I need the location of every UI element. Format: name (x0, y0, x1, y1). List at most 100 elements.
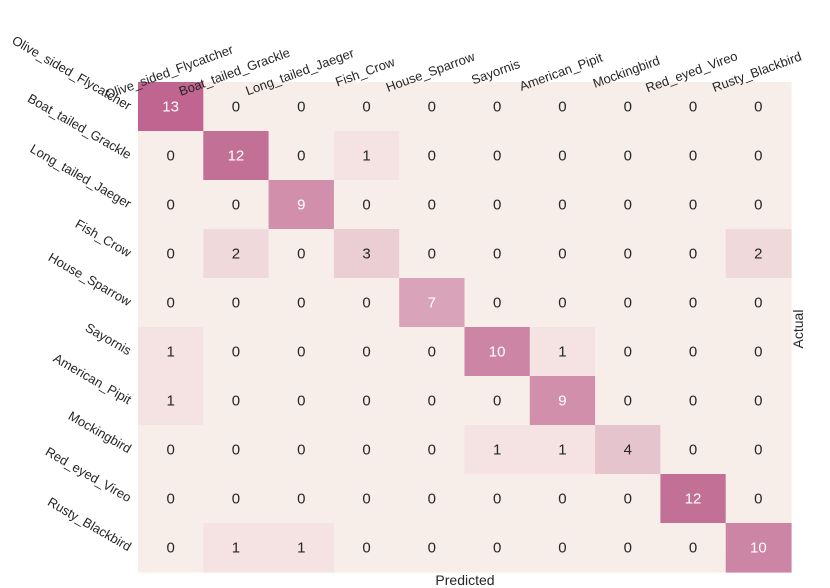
heatmap-cell-r4-c5 (464, 278, 531, 328)
heatmap-cell-r7-c9 (725, 425, 792, 475)
heatmap-cell-r3-c5 (464, 229, 531, 279)
cell-value-label: 0 (493, 393, 501, 410)
heatmap-cell-r3-c7 (595, 229, 661, 279)
cell-value-label: 0 (166, 442, 174, 459)
cell-value-label: 0 (232, 442, 240, 459)
cell-value-label: 0 (362, 295, 370, 312)
heatmap-cell-r1-c6 (529, 131, 596, 181)
cell-value-label: 0 (166, 540, 174, 557)
heatmap-cells (138, 82, 792, 573)
heatmap-cell-r7-c1 (203, 425, 270, 475)
cell-value-label: 0 (297, 246, 305, 263)
heatmap-cell-r0-c2 (268, 82, 335, 132)
heatmap-cell-r7-c0 (138, 425, 204, 475)
y-tick-label: American_Pipit (51, 350, 135, 407)
cell-value-label: 0 (689, 295, 697, 312)
y-tick-label: House_Sparrow (46, 249, 135, 309)
cell-value-label: 0 (624, 246, 632, 263)
heatmap-cell-r3-c8 (660, 229, 727, 279)
heatmap-cell-r8-c1 (203, 474, 270, 524)
heatmap-cell-r0-c7 (595, 82, 661, 132)
heatmap-cell-r1-c1 (203, 131, 270, 181)
cell-value-label: 0 (689, 540, 697, 557)
heatmap-cell-r5-c8 (660, 327, 727, 377)
cell-value-label: 0 (232, 295, 240, 312)
cell-value-label: 1 (166, 344, 174, 361)
cell-value-label: 9 (558, 393, 566, 410)
cell-value-label: 1 (558, 442, 566, 459)
cell-value-label: 0 (754, 99, 762, 116)
heatmap-cell-r0-c6 (529, 82, 596, 132)
cell-value-label: 2 (754, 246, 762, 263)
heatmap-cell-r9-c0 (138, 523, 204, 573)
heatmap-cell-r5-c6 (529, 327, 596, 377)
cell-value-label: 0 (558, 540, 566, 557)
heatmap-cell-r6-c5 (464, 376, 531, 426)
heatmap-cell-r6-c4 (399, 376, 466, 426)
cell-value-label: 9 (297, 197, 305, 214)
cell-value-label: 0 (493, 540, 501, 557)
cell-value-label: 0 (166, 491, 174, 508)
heatmap-cell-r9-c9 (725, 523, 792, 573)
cell-value-label: 0 (689, 197, 697, 214)
cell-value-label: 0 (558, 491, 566, 508)
heatmap-cell-r7-c5 (464, 425, 531, 475)
heatmap-cell-r9-c7 (595, 523, 661, 573)
cell-value-label: 0 (297, 148, 305, 165)
heatmap-cell-r8-c5 (464, 474, 531, 524)
heatmap-cell-r9-c3 (333, 523, 400, 573)
cell-value-label: 0 (624, 295, 632, 312)
cell-value-label: 0 (362, 442, 370, 459)
heatmap-cell-r5-c5 (464, 327, 531, 377)
heatmap-cell-r2-c8 (660, 180, 727, 230)
heatmap-cell-r8-c9 (725, 474, 792, 524)
heatmap-cell-r6-c9 (725, 376, 792, 426)
heatmap-cell-r5-c4 (399, 327, 466, 377)
cell-value-label: 1 (232, 540, 240, 557)
y-tick-label: Fish_Crow (73, 216, 135, 260)
heatmap-cell-r7-c7 (595, 425, 661, 475)
heatmap-cell-r0-c1 (203, 82, 270, 132)
cell-value-label: 0 (624, 99, 632, 116)
cell-value-label: 0 (166, 295, 174, 312)
cell-value-label: 3 (362, 246, 370, 263)
heatmap-cell-labels: 13 0 0 0 0 0 0 0 0 0 0 12 0 1 0 0 0 0 0 0 0 0 9 0 0 0 0 0 0 0 0 2 0 3 0 0 0 0… (162, 99, 766, 557)
cell-value-label: 0 (558, 197, 566, 214)
cell-value-label: 0 (362, 197, 370, 214)
cell-value-label: 0 (493, 99, 501, 116)
cell-value-label: 0 (297, 99, 305, 116)
heatmap-cell-r0-c3 (333, 82, 400, 132)
cell-value-label: 0 (297, 491, 305, 508)
heatmap-cell-r4-c3 (333, 278, 400, 328)
y-tick-label: Rusty_Blackbird (45, 494, 134, 554)
heatmap-cell-r1-c8 (660, 131, 727, 181)
cell-value-label: 0 (624, 540, 632, 557)
cell-value-label: 0 (297, 442, 305, 459)
heatmap-cell-r3-c6 (529, 229, 596, 279)
cell-value-label: 0 (493, 295, 501, 312)
cell-value-label: 0 (428, 540, 436, 557)
cell-value-label: 0 (428, 197, 436, 214)
heatmap-cell-r7-c8 (660, 425, 727, 475)
cell-value-label: 0 (362, 344, 370, 361)
cell-value-label: 0 (428, 246, 436, 263)
cell-value-label: 0 (428, 99, 436, 116)
cell-value-label: 12 (685, 491, 702, 508)
cell-value-label: 0 (493, 246, 501, 263)
cell-value-label: 7 (428, 295, 436, 312)
cell-value-label: 0 (689, 344, 697, 361)
heatmap-cell-r4-c4 (399, 278, 466, 328)
heatmap-cell-r7-c6 (529, 425, 596, 475)
heatmap-cell-r8-c7 (595, 474, 661, 524)
heatmap-cell-r4-c2 (268, 278, 335, 328)
heatmap-cell-r5-c2 (268, 327, 335, 377)
heatmap-cell-r6-c6 (529, 376, 596, 426)
cell-value-label: 1 (558, 344, 566, 361)
heatmap-cell-r9-c5 (464, 523, 531, 573)
cell-value-label: 0 (689, 442, 697, 459)
cell-value-label: 0 (166, 148, 174, 165)
heatmap-cell-r3-c4 (399, 229, 466, 279)
cell-value-label: 13 (162, 99, 179, 116)
heatmap-cell-r7-c2 (268, 425, 335, 475)
heatmap-cell-r3-c1 (203, 229, 270, 279)
